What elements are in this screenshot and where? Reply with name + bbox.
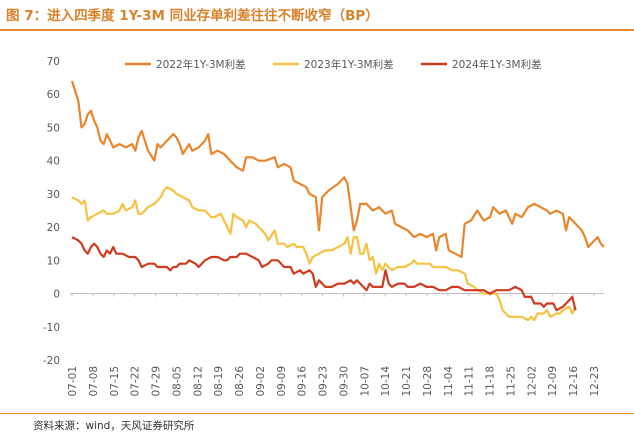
y-tick-label: 10 xyxy=(47,255,60,267)
series-line-1 xyxy=(70,80,605,259)
x-tick-label: 10-28 xyxy=(422,366,434,397)
x-tick-label: 09-16 xyxy=(297,366,309,397)
x-tick-label: 09-09 xyxy=(276,366,288,397)
chart-title: 图 7：进入四季度 1Y-3M 同业存单利差往往不断收窄（BP） xyxy=(6,8,379,24)
x-tick-label: 12-02 xyxy=(526,366,538,397)
x-tick-label: 07-15 xyxy=(109,366,121,397)
x-tick-label: 08-19 xyxy=(213,366,225,397)
x-axis: 07-01 07-08 07-15 07-22 07-29 08-05 08-12 08-19… xyxy=(67,293,604,397)
legend-label-3: 2024年1Y-3M利差 xyxy=(452,58,542,71)
line-chart: 2022年1Y-3M利差 2023年1Y-3M利差 2024年1Y-3M利差 -20… xyxy=(43,56,605,397)
y-tick-label: 60 xyxy=(47,89,60,101)
y-tick-label: -10 xyxy=(43,322,60,334)
series-line-2 xyxy=(71,186,577,322)
x-tick-label: 10-21 xyxy=(401,366,413,397)
series-lines xyxy=(70,80,605,322)
x-tick-label: 11-11 xyxy=(464,366,476,397)
y-tick-label: -20 xyxy=(43,355,60,367)
x-tick-label: 11-04 xyxy=(443,366,455,397)
x-tick-label: 11-18 xyxy=(485,366,497,397)
legend-label-1: 2022年1Y-3M利差 xyxy=(156,58,246,71)
y-axis: -20 -10 0 10 20 30 40 50 60 70 xyxy=(43,56,60,367)
y-tick-label: 30 xyxy=(47,189,60,201)
x-tick-label: 12-09 xyxy=(547,366,559,397)
x-tick-label: 11-25 xyxy=(505,366,517,397)
footer-rule xyxy=(0,413,634,414)
x-tick-label: 07-08 xyxy=(88,366,100,397)
y-tick-label: 50 xyxy=(47,122,60,134)
x-tick-label: 08-26 xyxy=(234,366,246,397)
x-tick-label: 07-22 xyxy=(130,366,142,397)
x-tick-label: 12-16 xyxy=(568,366,580,397)
x-tick-label: 09-23 xyxy=(318,366,330,397)
x-tick-label: 08-05 xyxy=(171,366,183,397)
y-tick-label: 0 xyxy=(53,289,60,301)
y-tick-label: 20 xyxy=(47,222,60,234)
x-tick-label: 10-07 xyxy=(359,366,371,397)
x-tick-label: 09-02 xyxy=(255,366,267,397)
source-note: 资料来源：wind，天风证券研究所 xyxy=(33,420,195,432)
x-tick-label: 12-23 xyxy=(589,366,601,397)
x-tick-label: 10-14 xyxy=(380,366,392,397)
series-line-3 xyxy=(71,236,577,312)
y-tick-label: 70 xyxy=(47,56,60,68)
title-underline xyxy=(0,29,634,31)
legend-label-2: 2023年1Y-3M利差 xyxy=(304,58,394,71)
chart-legend: 2022年1Y-3M利差 2023年1Y-3M利差 2024年1Y-3M利差 xyxy=(125,58,542,71)
x-tick-label: 08-12 xyxy=(192,366,204,397)
x-tick-label: 07-29 xyxy=(151,366,163,397)
x-tick-label: 09-30 xyxy=(338,366,350,397)
y-tick-label: 40 xyxy=(47,156,60,168)
x-tick-label: 07-01 xyxy=(67,366,79,397)
